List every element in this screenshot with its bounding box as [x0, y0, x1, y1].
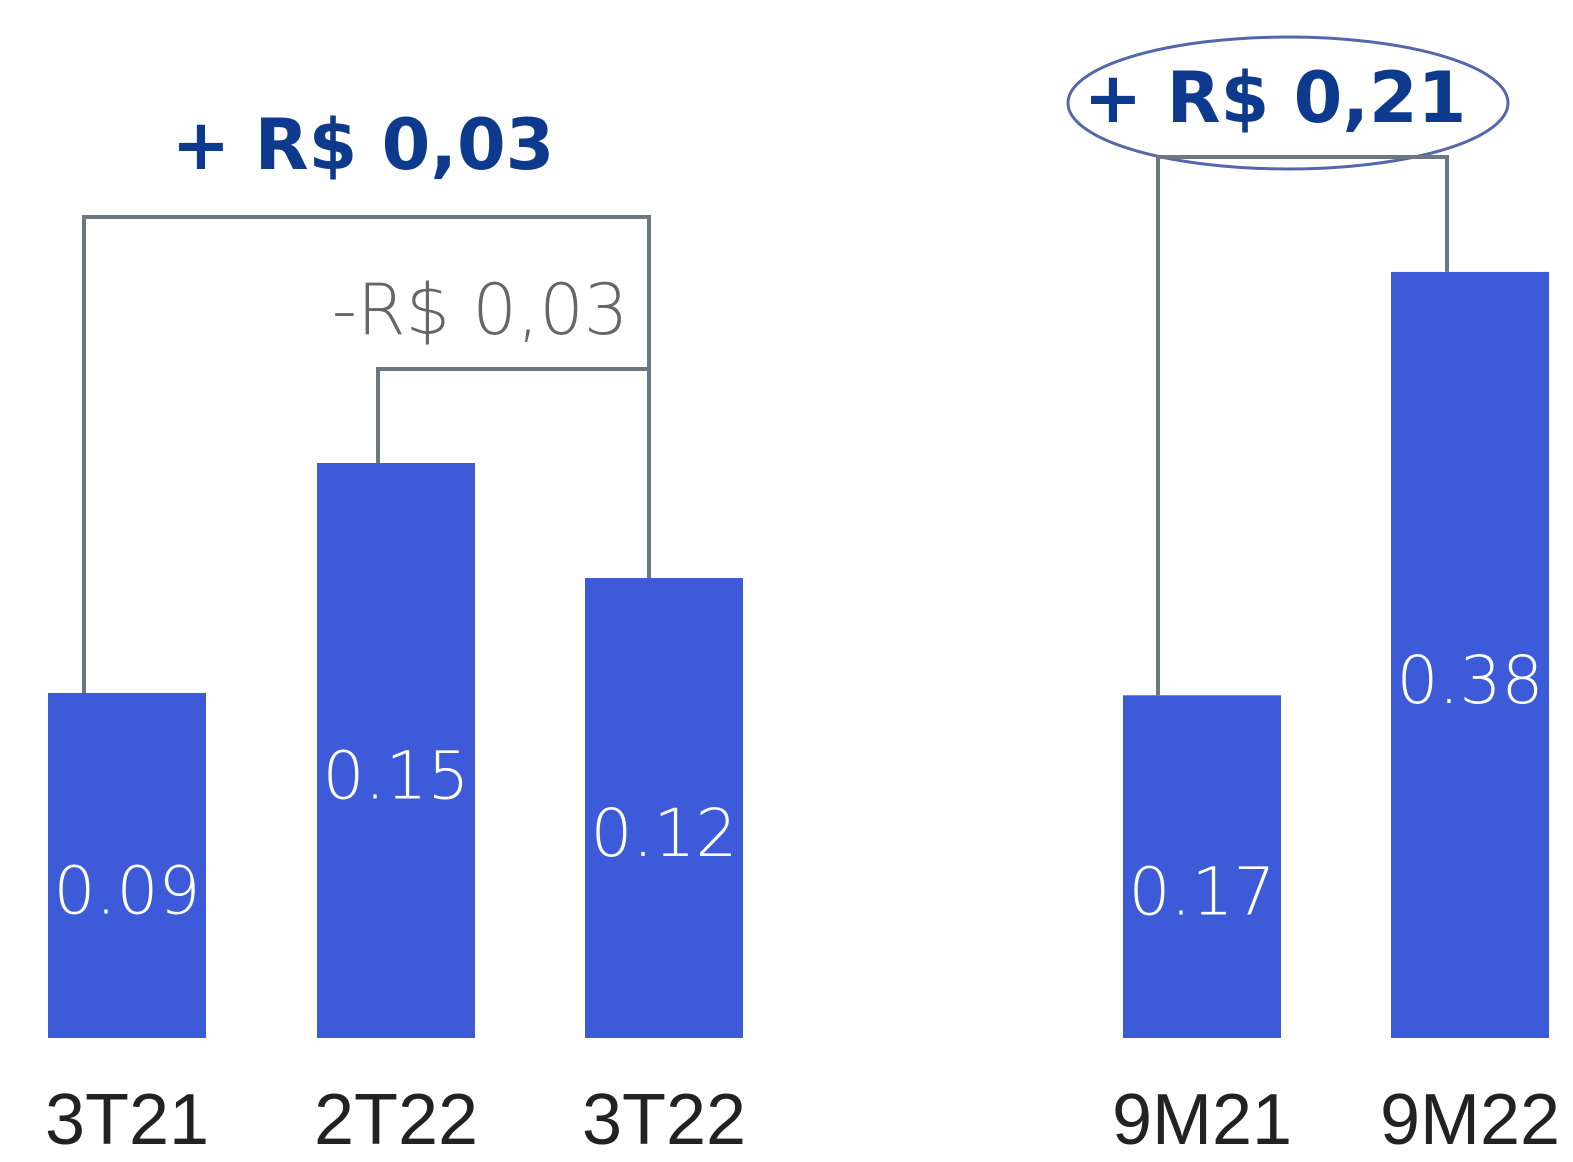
value-label: 0.17: [1129, 854, 1276, 931]
bar: [1391, 271, 1549, 1038]
value-label: 0.38: [1397, 642, 1544, 719]
x-tick-label: 3T22: [582, 1080, 746, 1160]
bracket: [1156, 155, 1449, 696]
x-tick-label: 9M22: [1380, 1080, 1560, 1160]
x-tick-label: 9M21: [1112, 1080, 1292, 1160]
annotation: -R$ 0,03: [332, 269, 629, 351]
annotation: + R$ 0,21: [1084, 57, 1467, 139]
bar: [317, 463, 475, 1038]
value-label: 0.15: [323, 738, 470, 815]
bar: [1123, 695, 1281, 1038]
bar: [585, 578, 743, 1038]
value-label: 0.09: [54, 853, 201, 930]
highlight-ellipse: [1066, 35, 1510, 171]
x-tick-label: 2T22: [314, 1080, 478, 1160]
x-tick-label: 3T21: [45, 1080, 209, 1160]
value-label: 0.12: [591, 795, 738, 872]
bracket: [376, 367, 651, 578]
bar: [48, 693, 206, 1038]
annotation: + R$ 0,03: [172, 104, 555, 186]
